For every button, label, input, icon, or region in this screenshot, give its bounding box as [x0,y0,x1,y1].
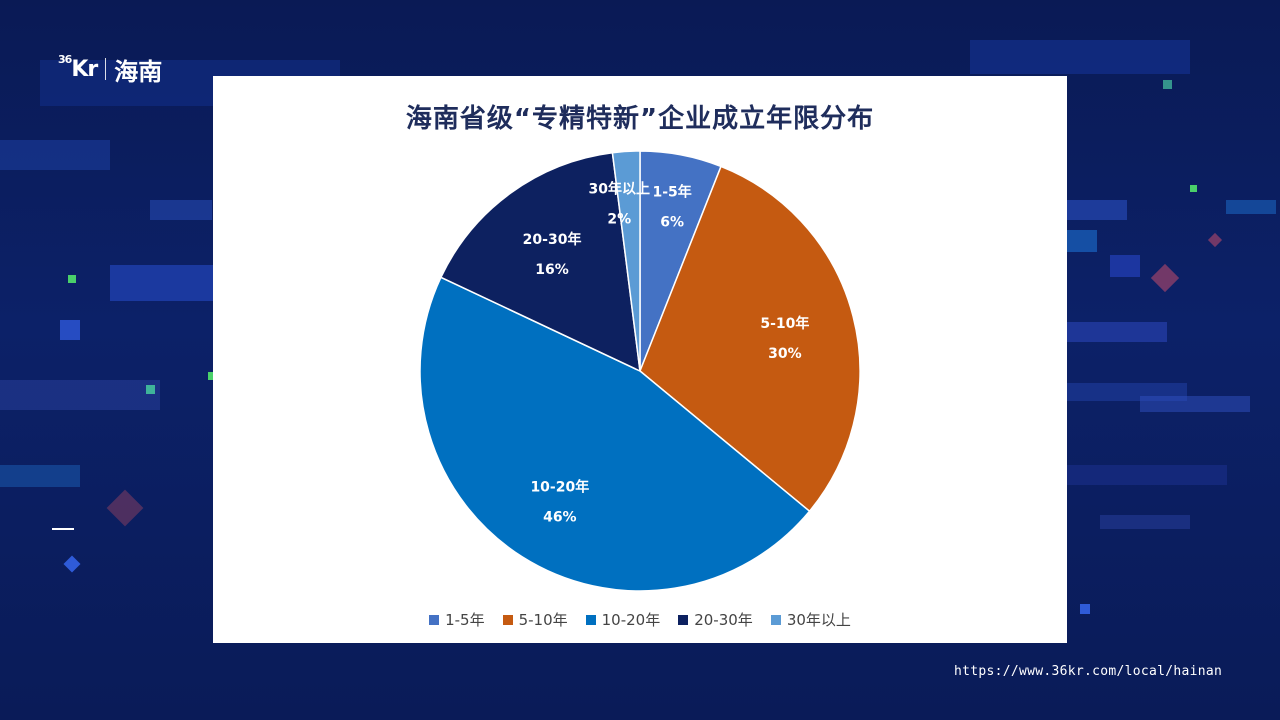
slice-category-label-3: 10-20年 [530,478,589,495]
legend-swatch-3 [585,614,596,625]
slice-value-label-1: 6% [660,214,684,230]
brand-mark: 36Kr [58,53,98,82]
legend-item-4: 20-30年 [678,609,753,630]
slice-category-label-2: 5-10年 [760,315,809,332]
legend-swatch-2 [502,614,513,625]
dash-decoration [52,528,74,530]
legend-swatch-1 [429,614,440,625]
legend-item-3: 10-20年 [585,609,661,630]
legend-swatch-4 [678,614,689,625]
legend-item-1: 1-5年 [429,609,485,630]
legend-item-5: 30年以上 [770,609,851,630]
legend-label-2: 5-10年 [518,611,568,629]
legend-label-3: 10-20年 [601,611,661,629]
legend-label-4: 20-30年 [694,611,753,629]
chart-card: 海南省级“专精特新”企业成立年限分布 1-5年 6% 5-10年 30% 10-20年 4… [213,76,1067,643]
source-url: https://www.36kr.com/local/hainan [954,664,1223,679]
slice-value-label-5: 2% [607,212,631,228]
legend-swatch-5 [770,614,781,625]
pie-slice-3 [419,276,811,592]
slice-category-label-4: 20-30年 [523,231,582,248]
pie-slice-2 [639,165,861,513]
brand-logo: 36Kr 海南 [58,53,163,86]
legend-label-1: 1-5年 [445,611,485,629]
legend-label-5: 30年以上 [786,611,851,629]
slice-value-label-3: 46% [543,509,577,525]
logo-divider [105,58,107,80]
slice-value-label-4: 16% [535,262,569,278]
brand-city: 海南 [114,57,163,86]
slice-category-label-1: 1-5年 [653,183,692,200]
chart-legend: 1-5年 5-10年 10-20年 20-30年 30年以上 [213,609,1067,630]
legend-item-2: 5-10年 [502,609,568,630]
slice-category-label-5: 30年以上 [588,181,649,198]
pie-slice-4 [439,151,641,373]
pie-chart: 1-5年 6% 5-10年 30% 10-20年 46% 20-30年 16% 30年以上 2% [419,150,861,592]
pie-slice-5 [611,150,641,372]
slice-value-label-2: 30% [768,346,802,362]
chart-title: 海南省级“专精特新”企业成立年限分布 [405,104,875,134]
